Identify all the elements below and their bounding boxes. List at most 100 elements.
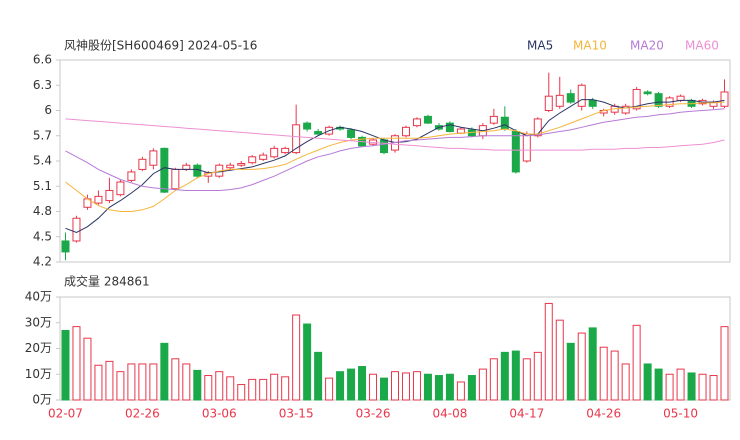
x-tick-label: 05-10: [663, 407, 698, 421]
candle-body: [149, 150, 158, 166]
volume-bar: [171, 358, 180, 401]
volume-bar: [259, 378, 268, 401]
candle-body: [533, 118, 542, 137]
volume-bar: [555, 319, 564, 401]
candle-body: [445, 122, 454, 133]
volume-bar: [588, 327, 597, 401]
volume-bar: [358, 366, 367, 401]
volume-bar: [676, 368, 685, 401]
volume-bar: [149, 363, 158, 401]
x-tick-label: 03-15: [279, 407, 314, 421]
volume-bar: [522, 358, 531, 401]
volume-bar: [434, 375, 443, 401]
candle-body: [412, 118, 421, 127]
volume-bar: [599, 346, 608, 401]
legend-label: MA20: [630, 39, 664, 53]
volume-bar: [127, 363, 136, 401]
candle-body: [621, 105, 630, 114]
volume-bar: [281, 376, 290, 401]
candle-body: [423, 115, 432, 124]
volume-bar: [467, 375, 476, 401]
x-tick-label: 03-26: [356, 407, 391, 421]
y-tick-label: 6: [44, 103, 52, 117]
y-tick-label: 5.4: [33, 154, 52, 168]
volume-bar: [478, 368, 487, 401]
volume-bar: [566, 342, 575, 401]
candle-body: [160, 147, 169, 193]
volume-bar: [237, 384, 246, 401]
candle-body: [632, 88, 641, 110]
candle-body: [720, 91, 729, 107]
volume-bar: [610, 350, 619, 401]
volume-bar: [314, 351, 323, 401]
x-tick-label: 02-07: [48, 407, 83, 421]
y-tick-label: 4.2: [33, 255, 52, 269]
volume-bar: [204, 375, 213, 401]
volume-bar: [391, 371, 399, 401]
volume-bar: [270, 373, 279, 401]
volume-bar: [347, 368, 356, 401]
candle-body: [259, 154, 268, 160]
volume-bar: [709, 375, 718, 401]
volume-bar: [445, 373, 454, 401]
volume-bar: [665, 373, 674, 401]
candle-body: [654, 93, 663, 107]
y-tick-label: 5.1: [33, 179, 52, 193]
candle-body: [226, 164, 235, 169]
y-tick-label: 0万: [32, 393, 52, 407]
y-tick-label: 4.5: [33, 229, 52, 243]
x-tick-label: 02-26: [125, 407, 160, 421]
candle-body: [248, 156, 257, 164]
volume-bar: [456, 381, 465, 401]
volume-bar: [325, 377, 334, 401]
volume-bar: [401, 372, 410, 401]
candle-body: [401, 126, 410, 137]
volume-bar: [369, 373, 378, 401]
volume-bar: [226, 376, 235, 401]
volume-bar: [511, 350, 520, 401]
volume-bar: [303, 323, 312, 401]
y-tick-label: 20万: [25, 341, 52, 355]
candle-body: [303, 122, 312, 130]
candle-body: [270, 147, 279, 158]
candle-body: [281, 147, 290, 154]
candle-body: [522, 133, 531, 162]
ma-line: [65, 101, 725, 212]
volume-bar: [61, 329, 70, 401]
ma-line: [65, 118, 725, 151]
y-tick-label: 6.3: [33, 78, 52, 92]
volume-bar: [544, 302, 553, 401]
candle-body: [489, 115, 498, 124]
candle-body: [72, 217, 81, 242]
volume-bar: [182, 363, 191, 401]
candle-body: [500, 116, 509, 130]
volume-bar: [105, 360, 114, 401]
y-tick-label: 4.8: [33, 204, 52, 218]
volume-bar: [720, 326, 729, 401]
volume-bar: [138, 363, 147, 401]
volume-bar: [643, 363, 652, 401]
volume-bar: [687, 372, 696, 401]
x-tick-label: 04-17: [509, 407, 544, 421]
candle-body: [676, 95, 685, 101]
candle-body: [237, 163, 246, 166]
volume-bar: [336, 371, 345, 401]
legend-label: MA60: [685, 39, 719, 53]
volume-bar: [83, 337, 92, 401]
candle-body: [380, 139, 389, 154]
candle-body: [511, 131, 520, 173]
volume-bar: [698, 373, 707, 401]
ma-line: [65, 108, 725, 191]
volume-bar: [632, 324, 641, 401]
volume-bar: [380, 377, 389, 401]
candle-body: [566, 93, 575, 103]
legend-label: MA10: [573, 39, 607, 53]
candle-body: [138, 158, 147, 170]
candle-body: [182, 164, 191, 170]
volume-title: 成交量 284861: [64, 274, 150, 289]
candle-body: [193, 164, 202, 177]
candle-body: [171, 168, 180, 190]
volume-bar: [160, 342, 169, 401]
y-tick-label: 10万: [25, 367, 52, 381]
volume-bar: [116, 371, 125, 401]
